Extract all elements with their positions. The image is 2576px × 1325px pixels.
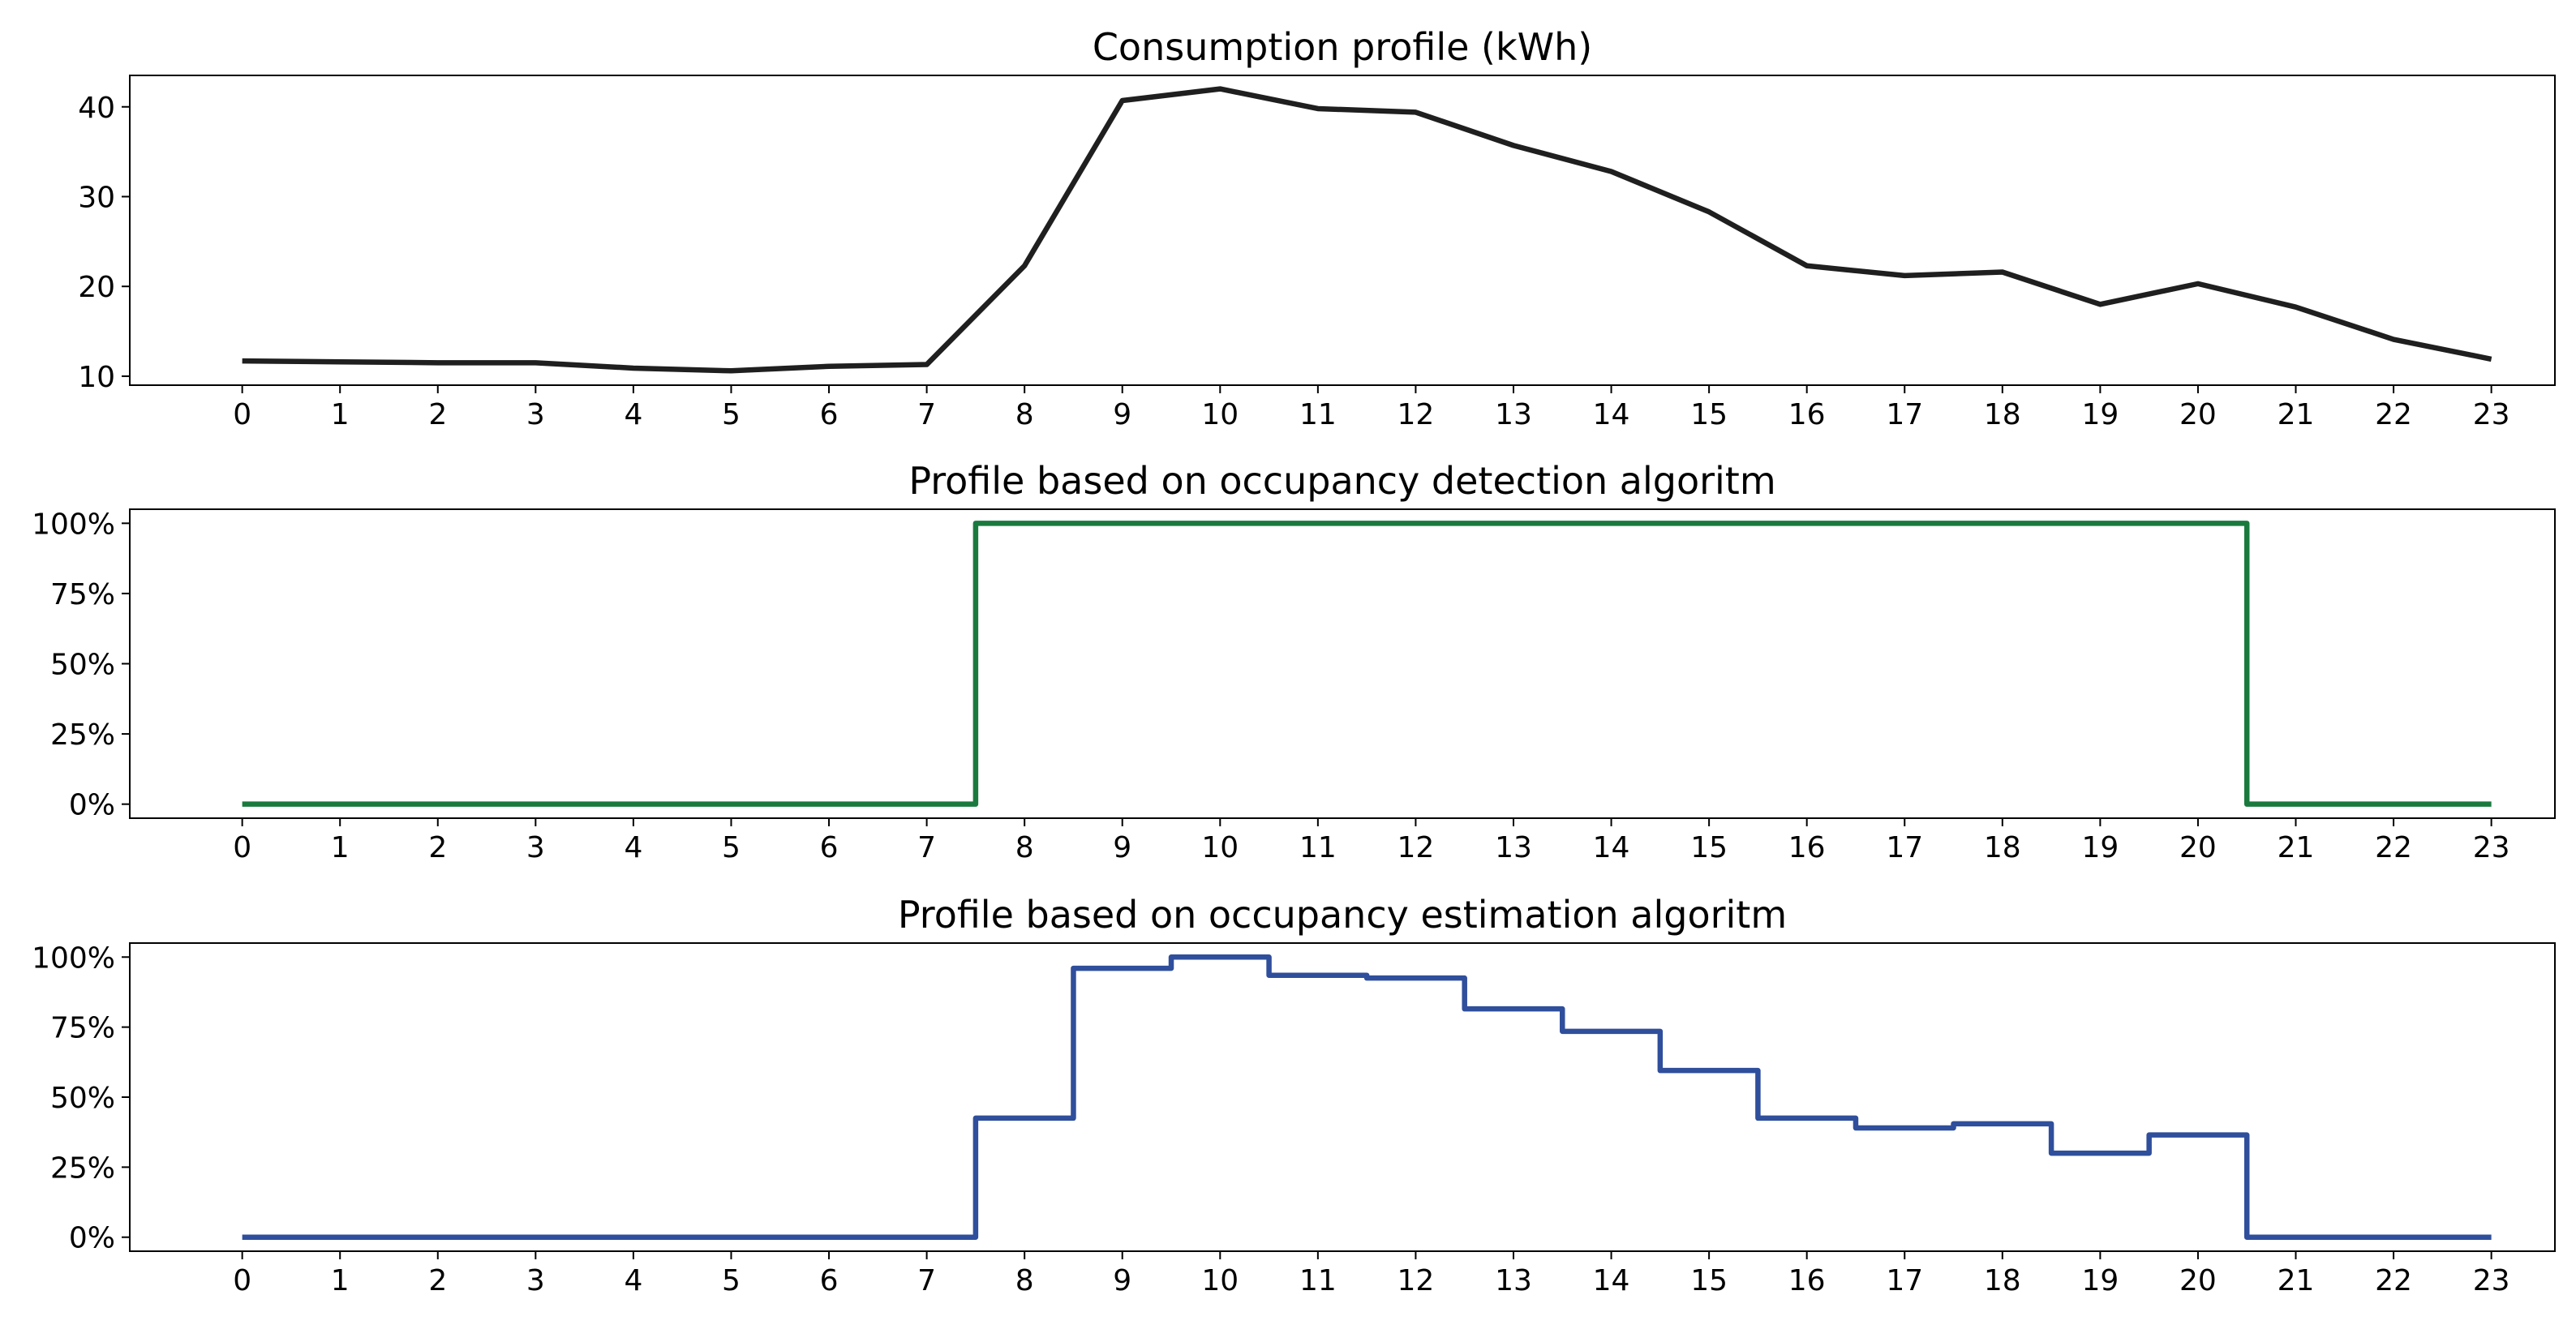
chart-3-x-tick-label: 1 — [331, 1264, 350, 1297]
chart-3-x-tick-label: 4 — [624, 1264, 642, 1297]
chart-3-x-tick-label: 10 — [1201, 1264, 1239, 1297]
chart-3: Profile based on occupancy estimation al… — [32, 893, 2556, 1297]
chart-2-x-tick-label: 21 — [2278, 831, 2315, 864]
chart-1-x-tick-label: 3 — [526, 398, 545, 431]
chart-2-x-tick-label: 7 — [917, 831, 936, 864]
chart-3-x-tick-label: 21 — [2278, 1264, 2315, 1297]
chart-3-x-tick-label: 16 — [1788, 1264, 1826, 1297]
chart-1-x-tick-label: 7 — [917, 398, 936, 431]
chart-1-x-tick-label: 14 — [1593, 398, 1630, 431]
chart-1-x-tick-label: 1 — [331, 398, 350, 431]
chart-2-x-tick-label: 8 — [1015, 831, 1034, 864]
chart-1-y-tick-label: 10 — [78, 361, 115, 394]
chart-2-y-tick-label: 75% — [50, 578, 115, 611]
chart-3-x-tick-label: 0 — [233, 1264, 251, 1297]
chart-1-y-tick-label: 30 — [78, 181, 115, 214]
chart-3-axes-frame — [129, 942, 2556, 1252]
chart-1-x-tick-label: 18 — [1984, 398, 2021, 431]
chart-2-x-tick-label: 19 — [2081, 831, 2119, 864]
chart-1-x-tick-label: 12 — [1397, 398, 1435, 431]
chart-1-x-tick-label: 21 — [2278, 398, 2315, 431]
chart-3-x-tick-label: 11 — [1299, 1264, 1337, 1297]
chart-1-x-tick-label: 23 — [2473, 398, 2510, 431]
chart-3-y-tick-label: 100% — [32, 941, 115, 975]
chart-2-x-tick-label: 14 — [1593, 831, 1630, 864]
chart-3-x-tick-label: 6 — [820, 1264, 839, 1297]
chart-2-y-tick-label: 0% — [69, 789, 115, 822]
chart-3-y-tick-label: 25% — [50, 1151, 115, 1185]
chart-3-x-tick-label: 18 — [1984, 1264, 2021, 1297]
chart-2: Profile based on occupancy detection alg… — [32, 459, 2556, 864]
chart-3-x-tick-label: 14 — [1593, 1264, 1630, 1297]
chart-3-x-tick-label: 13 — [1495, 1264, 1532, 1297]
chart-3-x-tick-label: 22 — [2375, 1264, 2412, 1297]
chart-1-x-tick-label: 13 — [1495, 398, 1532, 431]
chart-1-x-tick-label: 10 — [1201, 398, 1239, 431]
chart-2-x-tick-label: 0 — [233, 831, 251, 864]
chart-3-y-tick-label: 75% — [50, 1012, 115, 1045]
chart-3-x-tick-label: 15 — [1690, 1264, 1728, 1297]
chart-2-y-tick-label: 50% — [50, 649, 115, 682]
chart-2-series-line — [242, 521, 2492, 807]
chart-1-axes-frame — [129, 75, 2556, 386]
chart-1-title: Consumption profile (kWh) — [1093, 25, 1592, 69]
chart-1-x-tick-label: 0 — [233, 398, 251, 431]
chart-1-series-line — [242, 86, 2492, 374]
chart-1-x-tick-label: 2 — [428, 398, 447, 431]
chart-1-x-tick-label: 16 — [1788, 398, 1826, 431]
chart-3-x-tick-label: 7 — [917, 1264, 936, 1297]
chart-1-x-tick-label: 9 — [1113, 398, 1131, 431]
chart-2-x-tick-label: 10 — [1201, 831, 1239, 864]
chart-2-x-tick-label: 16 — [1788, 831, 1826, 864]
chart-2-x-tick-label: 11 — [1299, 831, 1337, 864]
chart-3-title: Profile based on occupancy estimation al… — [898, 893, 1787, 937]
chart-2-x-tick-label: 9 — [1113, 831, 1131, 864]
chart-2-axes-frame — [129, 508, 2556, 819]
chart-2-x-tick-label: 2 — [428, 831, 447, 864]
chart-2-x-tick-label: 12 — [1397, 831, 1435, 864]
chart-2-y-tick-label: 25% — [50, 718, 115, 752]
chart-2-title: Profile based on occupancy detection alg… — [908, 459, 1775, 503]
chart-2-x-tick-label: 23 — [2473, 831, 2510, 864]
chart-1-x-tick-label: 11 — [1299, 398, 1337, 431]
chart-3-x-tick-label: 23 — [2473, 1264, 2510, 1297]
chart-3-x-tick-label: 5 — [722, 1264, 741, 1297]
chart-3-x-tick-label: 3 — [526, 1264, 545, 1297]
chart-1-y-tick-label: 20 — [78, 271, 115, 304]
chart-3-x-tick-label: 8 — [1015, 1264, 1034, 1297]
chart-3-x-tick-label: 12 — [1397, 1264, 1435, 1297]
chart-2-x-tick-label: 4 — [624, 831, 642, 864]
chart-3-series-line — [242, 954, 2492, 1240]
chart-1-x-tick-label: 15 — [1690, 398, 1728, 431]
chart-2-y-tick-label: 100% — [32, 508, 115, 541]
chart-3-x-tick-label: 9 — [1113, 1264, 1131, 1297]
chart-3-y-tick-label: 0% — [69, 1222, 115, 1255]
chart-2-x-tick-label: 6 — [820, 831, 839, 864]
chart-3-x-tick-label: 19 — [2081, 1264, 2119, 1297]
chart-3-x-tick-label: 20 — [2179, 1264, 2217, 1297]
chart-2-x-tick-label: 1 — [331, 831, 350, 864]
chart-1-x-tick-label: 20 — [2179, 398, 2217, 431]
chart-2-x-tick-label: 3 — [526, 831, 545, 864]
chart-1-x-tick-label: 19 — [2081, 398, 2119, 431]
chart-1-y-tick-label: 40 — [78, 92, 115, 125]
chart-2-x-tick-label: 17 — [1886, 831, 1923, 864]
chart-1-x-tick-label: 6 — [820, 398, 839, 431]
chart-2-x-tick-label: 20 — [2179, 831, 2217, 864]
chart-1-x-tick-label: 4 — [624, 398, 642, 431]
chart-3-x-tick-label: 17 — [1886, 1264, 1923, 1297]
chart-1-x-tick-label: 5 — [722, 398, 741, 431]
chart-1: Consumption profile (kWh)0 1 2 3 4 5 6 7 8 9 10 11 1… — [78, 25, 2556, 431]
chart-3-y-tick-label: 50% — [50, 1082, 115, 1115]
chart-1-x-tick-label: 17 — [1886, 398, 1923, 431]
chart-2-x-tick-label: 15 — [1690, 831, 1728, 864]
chart-1-x-tick-label: 8 — [1015, 398, 1034, 431]
chart-1-x-tick-label: 22 — [2375, 398, 2412, 431]
chart-2-x-tick-label: 18 — [1984, 831, 2021, 864]
chart-2-x-tick-label: 13 — [1495, 831, 1532, 864]
chart-2-x-tick-label: 22 — [2375, 831, 2412, 864]
chart-3-x-tick-label: 2 — [428, 1264, 447, 1297]
chart-2-x-tick-label: 5 — [722, 831, 741, 864]
